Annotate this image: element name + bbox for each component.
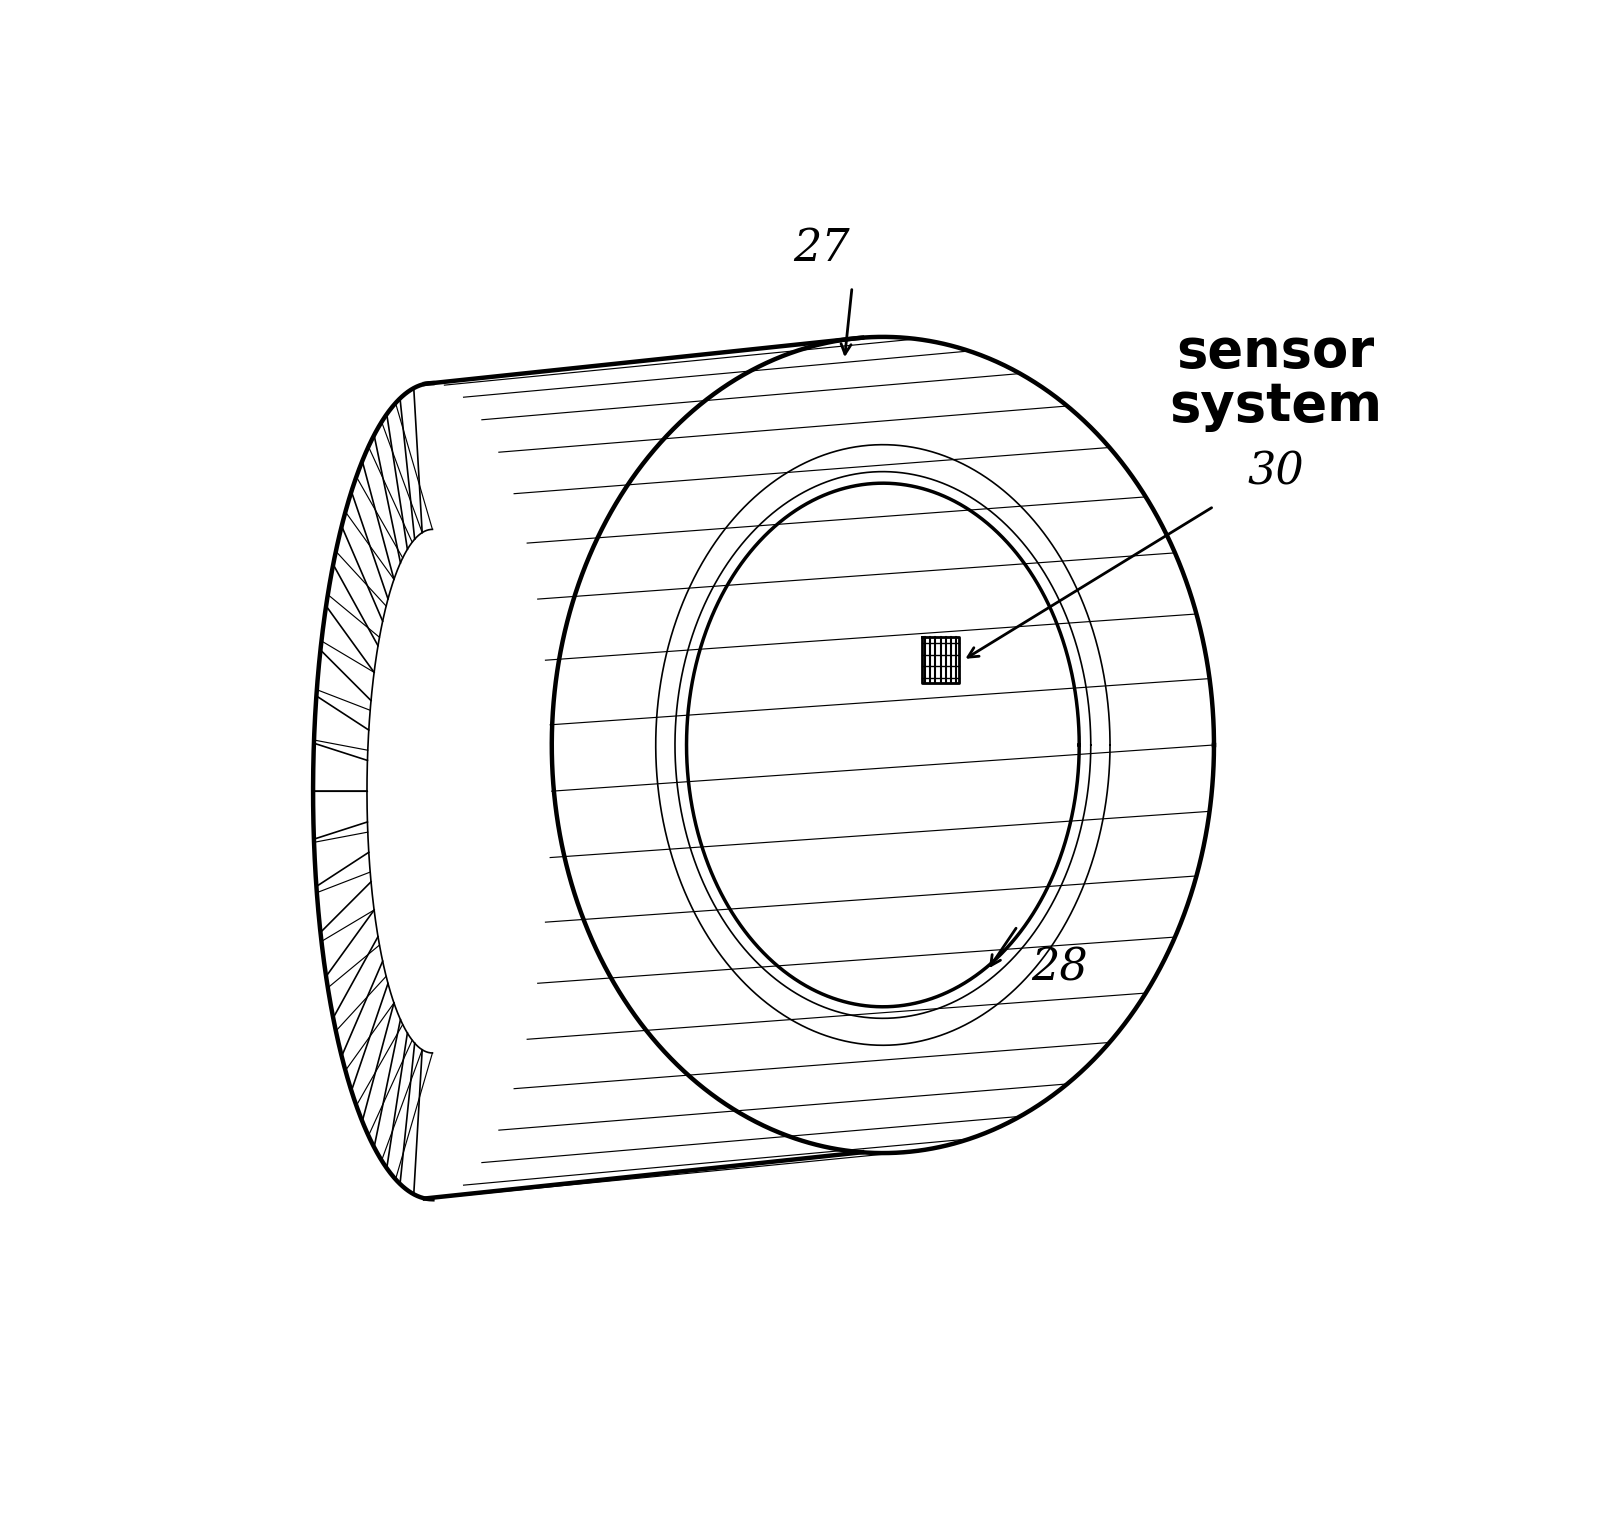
Text: sensor: sensor	[1177, 326, 1375, 378]
Text: 28: 28	[1032, 946, 1088, 991]
Text: 30: 30	[1248, 450, 1304, 494]
Text: system: system	[1169, 379, 1381, 433]
Text: 27: 27	[792, 227, 850, 270]
